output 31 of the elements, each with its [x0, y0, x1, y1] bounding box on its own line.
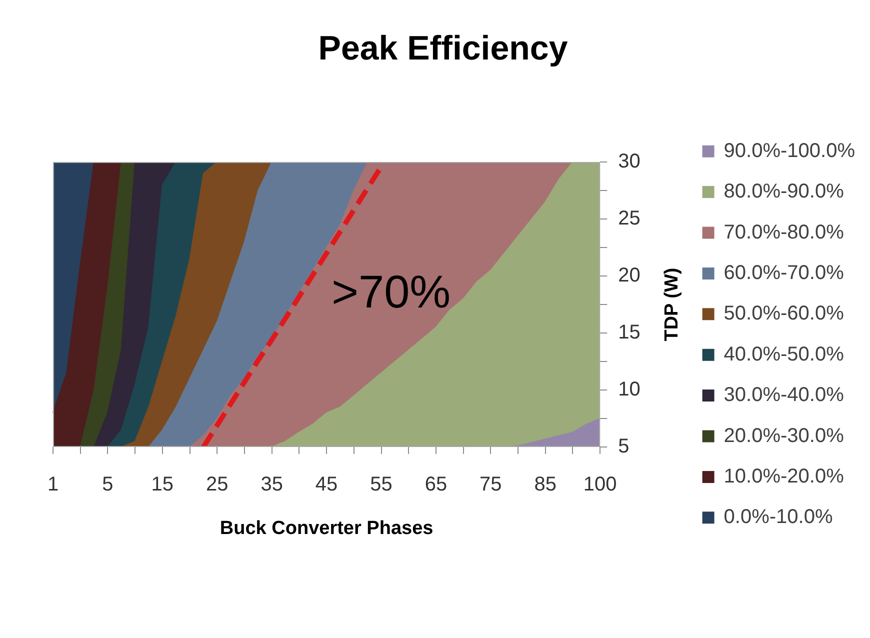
x-tick-label: 55 [370, 474, 392, 496]
x-tick-label: 65 [424, 474, 448, 496]
legend-label: 60.0%-70.0% [724, 262, 844, 284]
y-axis-title: TDP (W) [661, 268, 682, 342]
x-tick-label: 45 [315, 474, 338, 496]
x-tick-label: 25 [206, 474, 228, 496]
y-tick-label: 25 [618, 208, 640, 230]
x-tick-label: 100 [583, 474, 617, 496]
legend-label: 50.0%-60.0% [724, 302, 844, 325]
x-tick-label: 5 [102, 474, 114, 496]
x-tick-label: 15 [151, 474, 174, 496]
chart-title: Peak Efficiency [318, 29, 568, 68]
y-tick-label: 10 [618, 378, 640, 401]
x-tick-label: 75 [480, 474, 502, 496]
y-tick-label: 15 [618, 322, 640, 344]
legend-label: 20.0%-30.0% [724, 424, 844, 447]
legend-label: 30.0%-40.0% [724, 384, 844, 406]
x-tick-label: 35 [260, 474, 283, 496]
y-tick-label: 30 [618, 150, 640, 173]
y-tick-label: 5 [618, 436, 630, 458]
y-tick-label: 20 [618, 264, 640, 287]
x-tick-label: 85 [534, 474, 557, 496]
legend-label: 90.0%-100.0% [724, 140, 856, 162]
x-axis-title: Buck Converter Phases [220, 518, 434, 539]
legend-label: 80.0%-90.0% [724, 180, 844, 203]
legend-label: 10.0%-20.0% [724, 465, 844, 488]
annotation: >70% [332, 265, 451, 318]
x-tick-label: 1 [47, 474, 59, 496]
legend-label: 70.0%-80.0% [724, 221, 844, 244]
legend-label: 0.0%-10.0% [724, 506, 833, 528]
legend-label: 40.0%-50.0% [724, 343, 844, 366]
